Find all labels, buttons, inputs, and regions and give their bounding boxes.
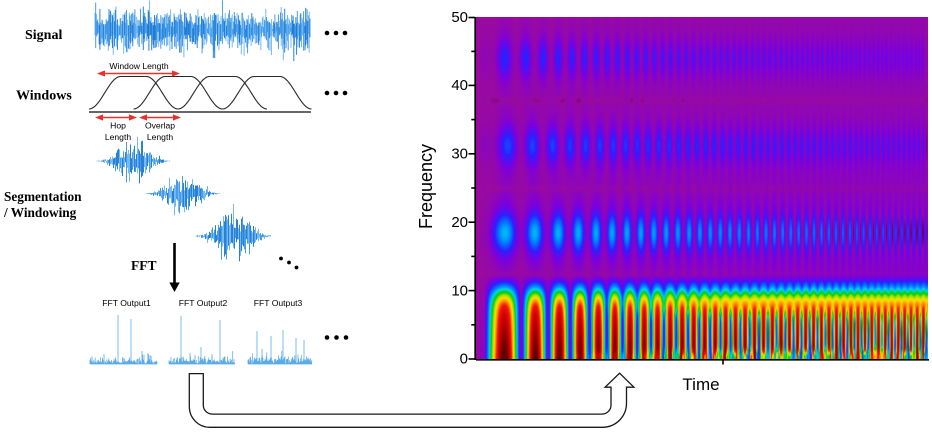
svg-text:Length: Length: [105, 132, 132, 142]
svg-text:/ Windowing: / Windowing: [3, 205, 77, 220]
svg-text:Hop: Hop: [110, 121, 126, 131]
svg-text:10: 10: [451, 283, 468, 300]
svg-text:FFT Output3: FFT Output3: [254, 298, 303, 308]
svg-text:40: 40: [451, 77, 468, 94]
svg-text:Segmentation: Segmentation: [4, 189, 82, 204]
svg-text:FFT Output1: FFT Output1: [102, 298, 151, 308]
svg-text:Length: Length: [147, 132, 174, 142]
svg-text:Overlap: Overlap: [145, 121, 175, 131]
svg-text:FFT: FFT: [131, 258, 157, 273]
svg-text:Window Length: Window Length: [109, 61, 168, 71]
svg-text:FFT Output2: FFT Output2: [179, 298, 228, 308]
svg-text:Windows: Windows: [16, 89, 72, 104]
svg-text:20: 20: [451, 214, 468, 231]
svg-text:Time: Time: [682, 375, 719, 394]
svg-text:50: 50: [451, 9, 468, 26]
svg-text:0: 0: [460, 351, 468, 368]
svg-text:Signal: Signal: [25, 28, 62, 43]
svg-text:30: 30: [451, 146, 468, 163]
svg-text:Frequency: Frequency: [416, 144, 436, 229]
